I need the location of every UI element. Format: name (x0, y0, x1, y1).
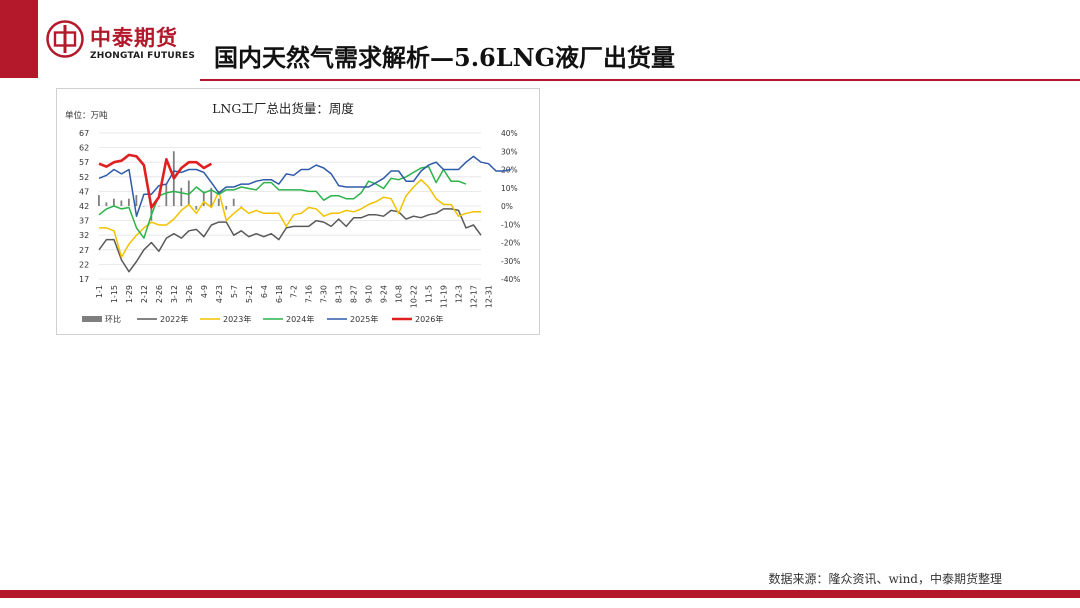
x-tick-label: 1-15 (110, 285, 119, 303)
x-tick-label: 4-9 (200, 285, 209, 298)
x-tick-label: 2-12 (140, 285, 149, 303)
y-tick-label: 52 (79, 173, 89, 182)
y-tick-label: 37 (79, 217, 89, 226)
ratio-bar (105, 202, 108, 206)
x-tick-label: 3-26 (185, 285, 194, 303)
y2-tick-label: 0% (501, 202, 513, 211)
x-tick-label: 10-8 (395, 285, 404, 303)
y2-tick-label: -30% (501, 257, 520, 266)
series-line (98, 208, 482, 273)
page-title: 国内天然气需求解析—5.6LNG液厂出货量 (214, 43, 676, 72)
y-tick-label: 27 (79, 246, 89, 255)
x-tick-label: 9-10 (365, 285, 374, 303)
x-tick-label: 12-3 (455, 285, 464, 303)
ratio-bar (165, 184, 168, 206)
lng-shipment-chart: LNG工厂总出货量：周度 单位：万吨 67 62 57 52 47 42 37 32 27 22 1… (65, 101, 520, 324)
chart-gridlines (99, 132, 481, 280)
legend-label: 环比 (105, 314, 121, 324)
y-tick-label: 22 (79, 260, 89, 269)
y2-tick-label: 40% (501, 129, 518, 138)
ratio-bar (232, 198, 235, 206)
x-tick-label: 12-31 (484, 285, 493, 308)
ratio-bar (202, 191, 205, 206)
brand-bottom-bar (0, 590, 1080, 598)
ratio-bar (195, 206, 198, 210)
x-tick-label: 9-24 (380, 285, 389, 303)
x-tick-label: 6-18 (275, 285, 284, 303)
x-tick-label: 5-7 (230, 285, 239, 298)
y2-tick-label: -40% (501, 275, 520, 284)
ratio-bar (225, 206, 228, 210)
y-tick-label: 57 (79, 158, 89, 167)
unit-label: 单位：万吨 (65, 110, 108, 121)
zhongtai-logo-icon (46, 20, 84, 58)
ratio-bar (98, 195, 100, 206)
y-axis: 67 62 57 52 47 42 37 32 27 22 17 (79, 129, 89, 284)
data-source-note: 数据来源：隆众资讯、wind，中泰期货整理 (768, 572, 1002, 586)
x-tick-label: 7-30 (320, 285, 329, 303)
x-tick-label: 12-17 (470, 285, 479, 308)
x-axis: 1-1 1-15 1-29 2-12 2-26 3-12 3-26 4-9 4-23 5-7 5-2… (95, 285, 493, 308)
x-tick-label: 1-1 (95, 285, 104, 298)
x-tick-label: 4-23 (215, 285, 224, 303)
x-tick-label: 7-2 (290, 285, 299, 298)
y2-axis: 40%30%20%10%0%-10%-20%-30%-40% (501, 129, 520, 284)
legend-swatch (82, 316, 102, 322)
y-tick-label: 62 (79, 144, 89, 153)
x-tick-label: 8-13 (335, 285, 344, 303)
ratio-bar (217, 198, 220, 206)
chart-legend: 环比 2022年 2023年 2024年 2025年 2026年 (82, 314, 443, 324)
ratio-bar (142, 206, 145, 207)
legend-label: 2022年 (160, 314, 188, 324)
x-tick-label: 2-26 (155, 285, 164, 303)
company-logo: 中泰期货 ZHONGTAI FUTURES (46, 20, 196, 66)
series-line (99, 178, 481, 258)
logo-name-cn: 中泰期货 (90, 26, 178, 50)
x-tick-label: 3-12 (170, 285, 179, 303)
x-tick-label: 1-29 (125, 285, 134, 303)
y-tick-label: 47 (79, 187, 89, 196)
y-tick-label: 42 (79, 202, 89, 211)
ratio-bar (127, 198, 130, 206)
y2-tick-label: -10% (501, 220, 520, 229)
y2-tick-label: 10% (501, 184, 518, 193)
x-tick-label: 11-5 (425, 285, 434, 303)
ratio-bar (180, 187, 183, 206)
ratio-bar (120, 200, 123, 206)
ratio-bar (210, 187, 213, 206)
chart-title: LNG工厂总出货量：周度 (212, 101, 354, 116)
y2-tick-label: -20% (501, 239, 520, 248)
x-tick-label: 5-21 (245, 285, 254, 303)
logo-name-en: ZHONGTAI FUTURES (90, 51, 196, 61)
x-tick-label: 7-16 (305, 285, 314, 303)
x-tick-label: 11-19 (440, 285, 449, 308)
legend-label: 2024年 (286, 314, 314, 324)
legend-label: 2025年 (350, 314, 378, 324)
legend-label: 2026年 (415, 314, 443, 324)
ratio-bar (135, 195, 138, 206)
x-tick-label: 10-22 (410, 285, 419, 308)
series-line (98, 153, 213, 209)
brand-side-bar (0, 0, 38, 78)
y-tick-label: 67 (79, 129, 89, 138)
ratio-bar (157, 206, 160, 207)
legend-label: 2023年 (223, 314, 251, 324)
series-lines (98, 153, 512, 273)
ratio-bar (240, 206, 243, 207)
ratio-bar (112, 198, 115, 206)
ratio-bar (187, 180, 190, 206)
y-tick-label: 17 (79, 275, 89, 284)
y2-tick-label: 30% (501, 147, 518, 156)
x-tick-label: 6-4 (260, 285, 269, 298)
x-tick-label: 8-27 (350, 285, 359, 303)
y-tick-label: 32 (79, 231, 89, 240)
series-line (98, 155, 512, 217)
title-divider (200, 79, 1080, 81)
chart-panel: LNG工厂总出货量：周度 单位：万吨 67 62 57 52 47 42 37 32 27 22 1… (56, 88, 540, 335)
